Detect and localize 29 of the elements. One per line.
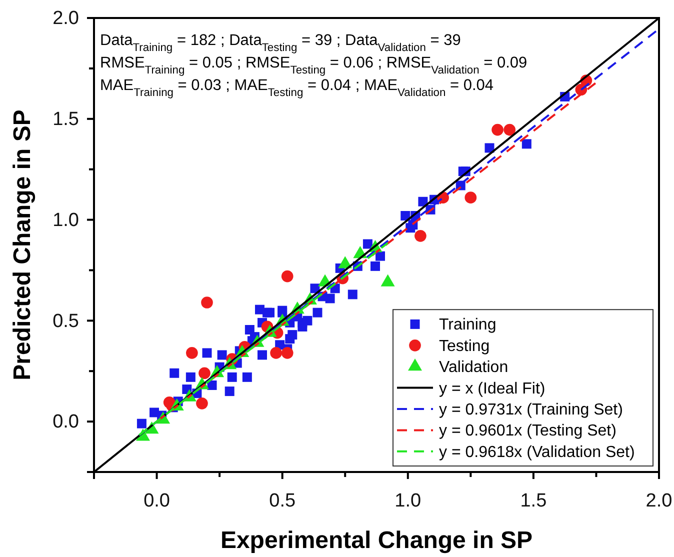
legend-label: y = 0.9601x (Testing Set)	[439, 422, 616, 440]
y-tick-label: 0.0	[52, 412, 79, 433]
annotation: MAE$_{Training}$ = 0.03 ; MAE$_{Testing}$ = 0.04 ; MAE$_{Validation}$ = 0.04	[100, 77, 494, 99]
point	[504, 124, 516, 136]
point	[380, 274, 395, 286]
point	[414, 230, 426, 242]
x-tick-label: 0.5	[269, 490, 296, 512]
point	[464, 192, 477, 204]
legend-label: Training	[439, 316, 496, 334]
x-tick-label: 1.0	[394, 490, 422, 512]
point	[492, 124, 504, 136]
y-axis-title: Predicted Change in SP	[9, 110, 36, 380]
legend-label: Validation	[439, 359, 508, 376]
y-tick-label: 1.0	[52, 210, 79, 231]
point	[281, 270, 294, 282]
annotation: Data$_{Training}$ = 182 ; Data$_{Testing}$ = 39 ; Data$_{Validation}$ = 39	[100, 32, 461, 54]
y-tick-label: 0.5	[52, 310, 79, 332]
point	[201, 296, 213, 308]
legend-label: y = 0.9618x (Validation Set)	[439, 444, 635, 461]
legend-label: y = 0.9731x (Training Set)	[439, 402, 623, 418]
x-axis-title: Experimental Change in SP	[220, 527, 533, 554]
y-tick-label: 1.5	[52, 108, 79, 130]
x-tick-label: 1.5	[520, 490, 547, 512]
legend-label: Testing	[439, 338, 490, 355]
annotation: RMSE$_{Training}$ = 0.05 ; RMSE$_{Testing}$ = 0.06 ; RMSE$_{Validation}$ = 0.09	[100, 54, 528, 76]
x-tick-label: 2.0	[646, 490, 672, 512]
x-tick-label: 0.0	[144, 490, 170, 512]
y-tick-label: 2.0	[52, 8, 79, 30]
legend-label: y = x (Ideal Fit)	[439, 380, 546, 398]
